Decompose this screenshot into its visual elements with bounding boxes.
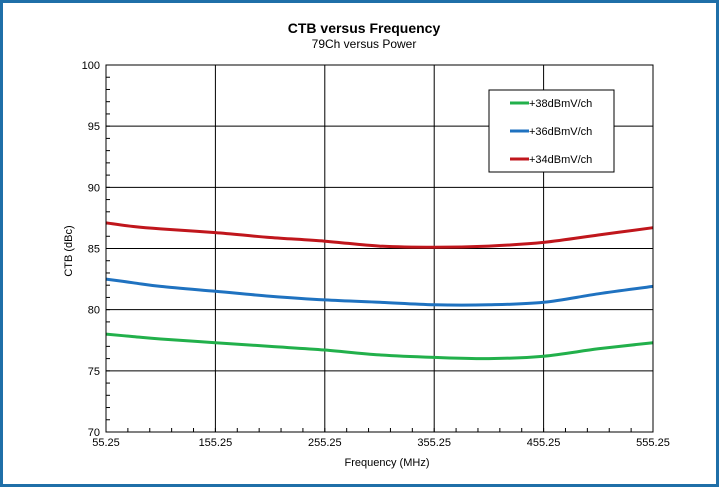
series-group xyxy=(105,221,654,361)
legend-label: +36dBmV/ch xyxy=(529,126,592,138)
series-line-1 xyxy=(105,277,654,307)
y-tick-label: 90 xyxy=(88,182,100,194)
x-tick-label: 55.25 xyxy=(92,437,120,449)
legend-label: +38dBmV/ch xyxy=(529,98,592,110)
y-tick-label: 80 xyxy=(88,305,100,317)
x-tick-label: 555.25 xyxy=(636,437,670,449)
legend-label: +34dBmV/ch xyxy=(529,154,592,166)
y-tick-labels: 70 75 80 85 90 95 100 xyxy=(82,60,100,439)
plot-area xyxy=(105,64,654,433)
x-tick-label: 455.25 xyxy=(527,437,561,449)
x-tick-labels: 55.25 155.25 255.25 355.25 455.25 555.25 xyxy=(92,437,670,449)
x-axis-label: Frequency (MHz) xyxy=(345,457,430,469)
y-tick-label: 70 xyxy=(88,427,100,439)
y-tick-label: 100 xyxy=(82,60,100,72)
x-tick-label: 355.25 xyxy=(417,437,451,449)
legend: +38dBmV/ch +36dBmV/ch +34dBmV/ch xyxy=(488,89,615,173)
x-tick-label: 155.25 xyxy=(199,437,233,449)
chart-title: CTB versus Frequency xyxy=(288,20,441,36)
legend-box xyxy=(488,89,615,173)
x-tick-label: 255.25 xyxy=(308,437,342,449)
y-tick-label: 95 xyxy=(88,121,100,133)
series-line-0 xyxy=(105,332,654,361)
y-tick-label: 75 xyxy=(88,366,100,378)
y-axis-label: CTB (dBc) xyxy=(63,225,75,276)
ctb-frequency-chart: CTB versus Frequency 79Ch versus Power 5… xyxy=(63,20,670,469)
chart-subtitle: 79Ch versus Power xyxy=(312,37,417,51)
y-tick-label: 85 xyxy=(88,244,100,256)
series-line-2 xyxy=(105,221,654,249)
